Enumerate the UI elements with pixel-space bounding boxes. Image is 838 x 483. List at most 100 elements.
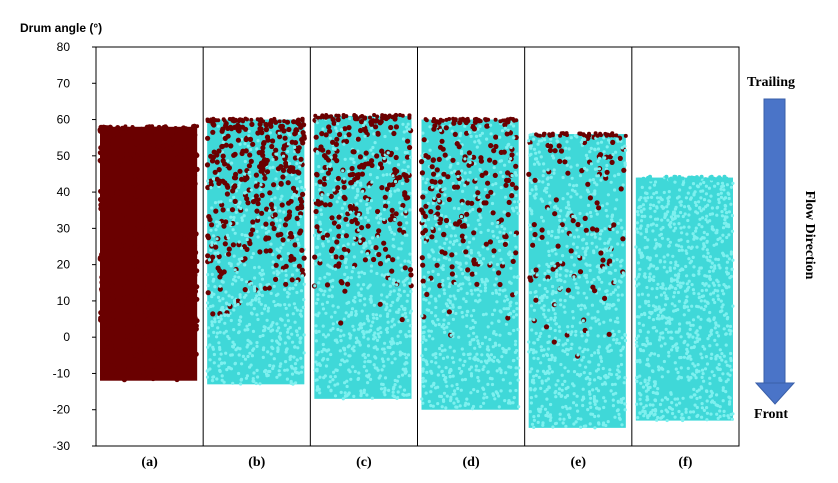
bulk-particle: [720, 358, 724, 362]
bulk-particle: [357, 228, 361, 232]
bulk-particle: [565, 292, 569, 296]
tracer-particle: [169, 317, 175, 323]
bulk-particle: [422, 337, 426, 341]
bulk-particle: [210, 272, 214, 276]
bulk-particle: [507, 399, 511, 403]
bulk-particle: [464, 235, 468, 239]
bulk-particle: [421, 380, 425, 384]
bulk-particle: [548, 194, 552, 198]
tracer-particle: [159, 282, 165, 288]
bulk-particle: [540, 348, 544, 352]
tracer-particle: [130, 324, 136, 331]
bulk-particle: [243, 172, 247, 176]
tracer-particle: [130, 131, 136, 138]
tracer-particle: [555, 243, 561, 249]
bulk-particle: [637, 321, 641, 325]
bulk-particle: [296, 346, 300, 350]
bulk-particle: [382, 300, 386, 304]
bulk-particle: [474, 177, 478, 181]
tracer-particle: [191, 189, 197, 195]
bulk-particle: [346, 185, 350, 189]
tracer-particle: [425, 154, 431, 160]
bulk-particle: [319, 228, 323, 232]
bulk-particle: [447, 285, 451, 289]
bulk-particle: [448, 294, 452, 298]
tracer-particle: [210, 311, 216, 317]
tracer-particle: [510, 258, 516, 264]
bulk-particle: [449, 329, 453, 333]
bulk-particle: [700, 225, 704, 229]
bulk-particle: [457, 207, 461, 211]
bulk-particle: [477, 379, 481, 383]
bulk-particle: [329, 328, 333, 332]
bulk-particle: [367, 256, 371, 260]
bulk-particle: [206, 301, 210, 305]
bulk-particle: [486, 325, 490, 329]
bulk-particle: [371, 145, 375, 150]
bulk-particle: [499, 371, 503, 375]
bulk-particle: [293, 345, 297, 349]
bulk-particle: [721, 388, 725, 392]
bulk-particle: [426, 201, 430, 205]
tracer-particle: [258, 126, 264, 132]
bulk-particle: [477, 369, 481, 373]
bulk-particle: [468, 342, 472, 346]
bulk-particle: [391, 300, 395, 304]
bulk-particle: [502, 307, 506, 311]
tracer-particle: [324, 232, 330, 238]
bulk-particle: [236, 346, 240, 350]
bulk-particle: [256, 375, 260, 379]
bulk-particle: [230, 161, 234, 165]
tracer-particle: [422, 213, 428, 219]
bulk-particle: [390, 361, 394, 365]
bulk-particle: [448, 165, 452, 169]
tracer-particle: [471, 126, 477, 132]
tracer-particle: [166, 308, 172, 314]
tracer-particle: [545, 274, 551, 280]
tracer-particle: [325, 149, 331, 155]
bulk-particle: [240, 362, 244, 366]
tracer-particle: [460, 238, 466, 244]
bulk-particle: [593, 181, 597, 185]
bulk-particle: [498, 248, 502, 252]
bulk-particle: [588, 371, 592, 376]
tracer-particle: [405, 138, 411, 144]
bulk-particle: [331, 304, 335, 308]
tracer-particle: [183, 342, 189, 348]
bulk-particle: [436, 402, 440, 406]
bulk-particle: [356, 149, 360, 153]
bulk-particle: [562, 305, 566, 309]
bulk-particle: [473, 320, 477, 325]
bulk-particle: [451, 181, 455, 186]
bulk-particle: [217, 320, 221, 324]
tracer-particle: [187, 287, 193, 293]
bulk-particle: [357, 291, 361, 295]
tracer-particle: [404, 154, 411, 160]
tracer-particle: [126, 324, 132, 330]
tracer-particle: [123, 235, 129, 241]
bulk-particle: [435, 223, 439, 227]
tracer-particle: [583, 227, 589, 233]
bulk-particle: [574, 282, 578, 286]
bulk-particle: [497, 360, 501, 364]
tracer-particle: [220, 153, 226, 159]
tracer-particle: [335, 263, 341, 269]
panels: [97, 112, 735, 430]
bulk-particle: [563, 350, 567, 354]
bulk-particle: [584, 253, 588, 257]
tracer-particle: [168, 158, 174, 164]
bulk-particle: [529, 304, 534, 308]
bulk-particle: [239, 377, 244, 381]
tracer-particle: [123, 225, 129, 231]
bulk-particle: [528, 223, 532, 227]
bulk-particle: [273, 196, 277, 200]
bulk-particle: [279, 318, 283, 322]
tracer-particle: [452, 184, 458, 190]
surface-particle: [423, 117, 428, 122]
bulk-particle: [695, 405, 699, 410]
bulk-particle: [613, 278, 617, 282]
tracer-particle: [173, 135, 179, 141]
bulk-particle: [515, 152, 520, 156]
bulk-particle: [528, 144, 532, 148]
